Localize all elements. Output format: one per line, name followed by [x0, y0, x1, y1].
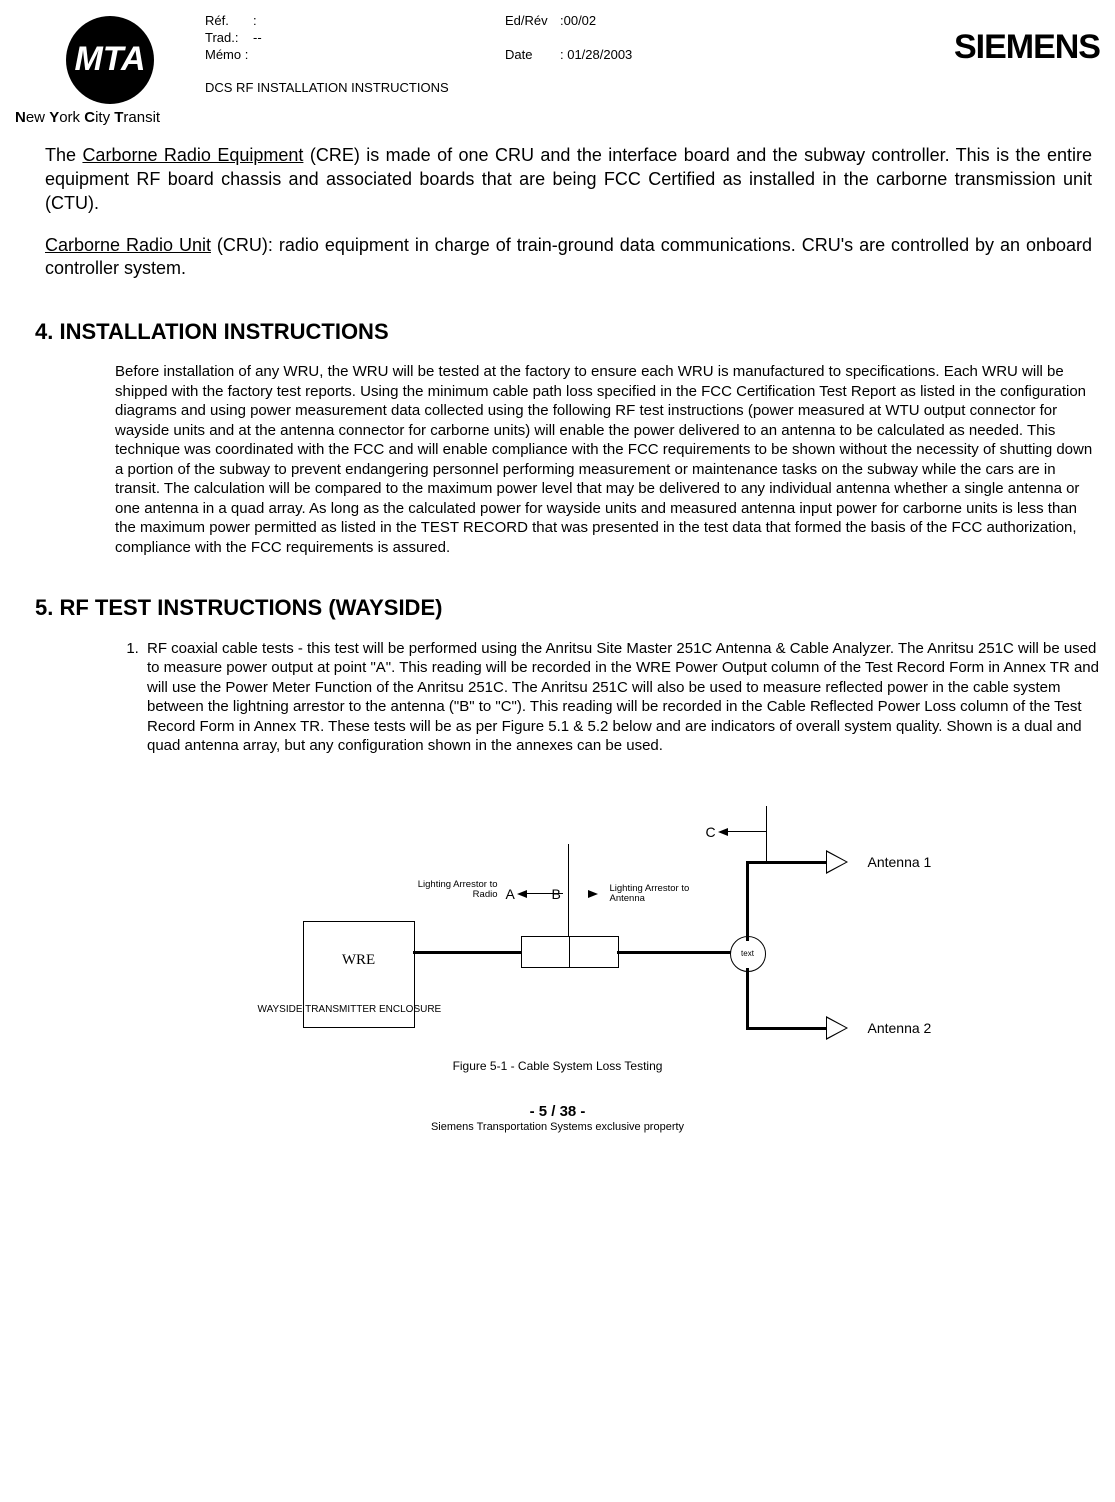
la-radio-label: Lighting Arrestor to Radio: [403, 880, 498, 901]
splitter-circle: text: [730, 936, 766, 972]
antenna-2-icon: [826, 1016, 848, 1040]
c-riser: [766, 806, 767, 861]
meta-block: Réf.: Ed/Rév:00/02 Trad.:-- Mémo : Date:…: [205, 10, 934, 96]
nyct-label: New York City Transit: [15, 109, 205, 126]
logo-column: MTA New York City Transit: [15, 10, 205, 126]
section-4-heading: 4. INSTALLATION INSTRUCTIONS: [35, 319, 1100, 344]
edrev-label: Ed/Rév: [505, 14, 560, 29]
c-marker: C: [706, 824, 766, 840]
a-riser: [568, 844, 569, 936]
arrow-left-icon: [718, 828, 728, 836]
intro-para-2: Carborne Radio Unit (CRU): radio equipme…: [45, 234, 1092, 282]
trad-label: Trad.:: [205, 31, 253, 46]
siemens-logo: SIEMENS: [954, 28, 1100, 67]
date-value: : 01/28/2003: [560, 48, 632, 63]
section-5-list: RF coaxial cable tests - this test will …: [115, 639, 1100, 756]
proprietary-notice: Siemens Transportation Systems exclusive…: [15, 1121, 1100, 1134]
wte-caption: WAYSIDE TRANSMITTER ENCLOSURE: [258, 1004, 442, 1016]
antenna-1-label: Antenna 1: [868, 854, 932, 870]
cable-up-ant1: [746, 861, 749, 941]
intro-para-1: The Carborne Radio Equipment (CRE) is ma…: [45, 144, 1092, 215]
memo-label: Mémo :: [205, 48, 253, 63]
doc-title: DCS RF INSTALLATION INSTRUCTIONS: [205, 81, 934, 96]
page-header: MTA New York City Transit Réf.: Ed/Rév:0…: [15, 10, 1100, 126]
section-4-body: Before installation of any WRU, the WRU …: [115, 362, 1100, 557]
nyct-n: N: [15, 109, 26, 126]
page-number: - 5 / 38 -: [15, 1103, 1100, 1120]
edrev-value: :00/02: [560, 14, 596, 29]
arrestor-box-left: [521, 936, 571, 968]
cable-to-ant2: [746, 1027, 826, 1030]
figure-caption: Figure 5-1 - Cable System Loss Testing: [15, 1060, 1100, 1074]
cable-arrestor-to-splitter: [617, 951, 737, 954]
la-ant-label: Lighting Arrestor to Antenna: [610, 884, 710, 905]
arrow-right-icon: [588, 890, 598, 898]
page-footer: - 5 / 38 - Siemens Transportation System…: [15, 1103, 1100, 1133]
antenna-2-label: Antenna 2: [868, 1020, 932, 1036]
mta-logo: MTA: [50, 10, 170, 105]
ref-label: Réf.: [205, 14, 253, 29]
date-label: Date: [505, 48, 560, 63]
cable-to-ant1: [746, 861, 826, 864]
cable-down-ant2: [746, 968, 749, 1030]
trad-value: --: [253, 31, 262, 46]
arrestor-box-right: [569, 936, 619, 968]
antenna-1-icon: [826, 850, 848, 874]
figure-5-1: WRE WAYSIDE TRANSMITTER ENCLOSURE A Ligh…: [148, 786, 968, 1056]
section-5-heading: 5. RF TEST INSTRUCTIONS (WAYSIDE): [35, 595, 1100, 620]
section-5-item-1: RF coaxial cable tests - this test will …: [143, 639, 1100, 756]
svg-text:MTA: MTA: [74, 40, 145, 78]
arrow-left-icon: [517, 890, 527, 898]
